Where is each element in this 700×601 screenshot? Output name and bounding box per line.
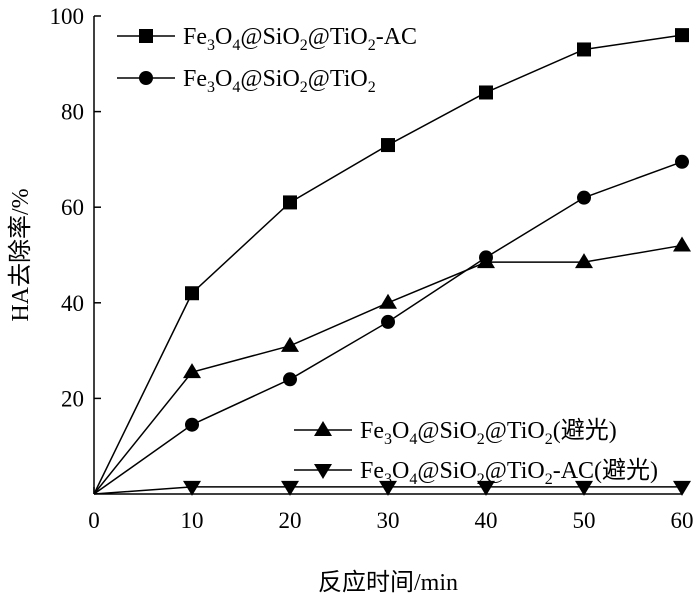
data-point-triangle-down [183, 480, 201, 496]
legend-marker-triangle-up [314, 421, 332, 436]
data-point-square [577, 42, 591, 57]
x-tick-label: 50 [573, 508, 596, 533]
data-point-square [479, 85, 493, 100]
series-line-triangle-up [93, 244, 683, 495]
y-tick-label: 40 [61, 291, 84, 316]
data-point-triangle-down [477, 480, 495, 496]
x-tick-label: 30 [377, 508, 400, 533]
legend-entry-square: Fe3O4@SiO2@TiO2-AC [117, 24, 417, 54]
x-axis-title: 反应时间/min [318, 569, 458, 596]
legend-marker-circle [139, 71, 153, 85]
y-tick-label: 60 [61, 195, 84, 220]
data-point-triangle-up [477, 253, 495, 269]
legend-entry-triangle-up: Fe3O4@SiO2@TiO2(避光) [294, 417, 617, 448]
legend-entry-circle: Fe3O4@SiO2@TiO2 [117, 66, 376, 96]
axes: 0 10 20 30 40 50 60 20 40 60 80 100 [50, 4, 694, 533]
legend-label: Fe3O4@SiO2@TiO2-AC [183, 24, 417, 54]
data-point-triangle-up [281, 336, 299, 352]
data-point-triangle-up [379, 293, 397, 309]
series-markers [183, 28, 691, 496]
data-point-circle [577, 190, 591, 205]
legend-label: Fe3O4@SiO2@TiO2 [183, 66, 376, 96]
x-tick-label: 40 [475, 508, 498, 533]
data-point-square [381, 138, 395, 153]
x-tick-label: 20 [279, 508, 302, 533]
y-tick-label: 80 [61, 100, 84, 125]
data-point-triangle-down [673, 480, 691, 496]
legend-label: Fe3O4@SiO2@TiO2-AC(避光) [360, 457, 658, 488]
data-point-triangle-up [183, 363, 201, 379]
data-point-square [675, 28, 689, 43]
y-tick-label: 20 [61, 386, 84, 411]
x-tick-label: 60 [671, 508, 694, 533]
legend: Fe3O4@SiO2@TiO2-AC Fe3O4@SiO2@TiO2 Fe3O4@S… [117, 24, 658, 488]
y-axis-title: HA去除率/% [7, 188, 34, 321]
data-point-triangle-up [673, 236, 691, 252]
data-point-triangle-down [281, 480, 299, 496]
y-tick-label: 100 [50, 4, 85, 29]
legend-label: Fe3O4@SiO2@TiO2(避光) [360, 417, 617, 448]
x-tick-label: 0 [88, 508, 100, 533]
data-point-triangle-down [575, 480, 593, 496]
data-point-circle [185, 417, 199, 432]
data-point-triangle-up [575, 253, 593, 269]
data-point-square [185, 286, 199, 301]
legend-marker-square [139, 29, 153, 43]
data-point-circle [675, 154, 689, 169]
legend-entry-triangle-down: Fe3O4@SiO2@TiO2-AC(避光) [294, 457, 658, 488]
x-tick-label: 10 [181, 508, 204, 533]
legend-marker-triangle-down [314, 464, 332, 479]
data-point-square [283, 195, 297, 210]
data-point-circle [283, 372, 297, 387]
data-point-circle [381, 314, 395, 329]
data-point-triangle-down [379, 480, 397, 496]
